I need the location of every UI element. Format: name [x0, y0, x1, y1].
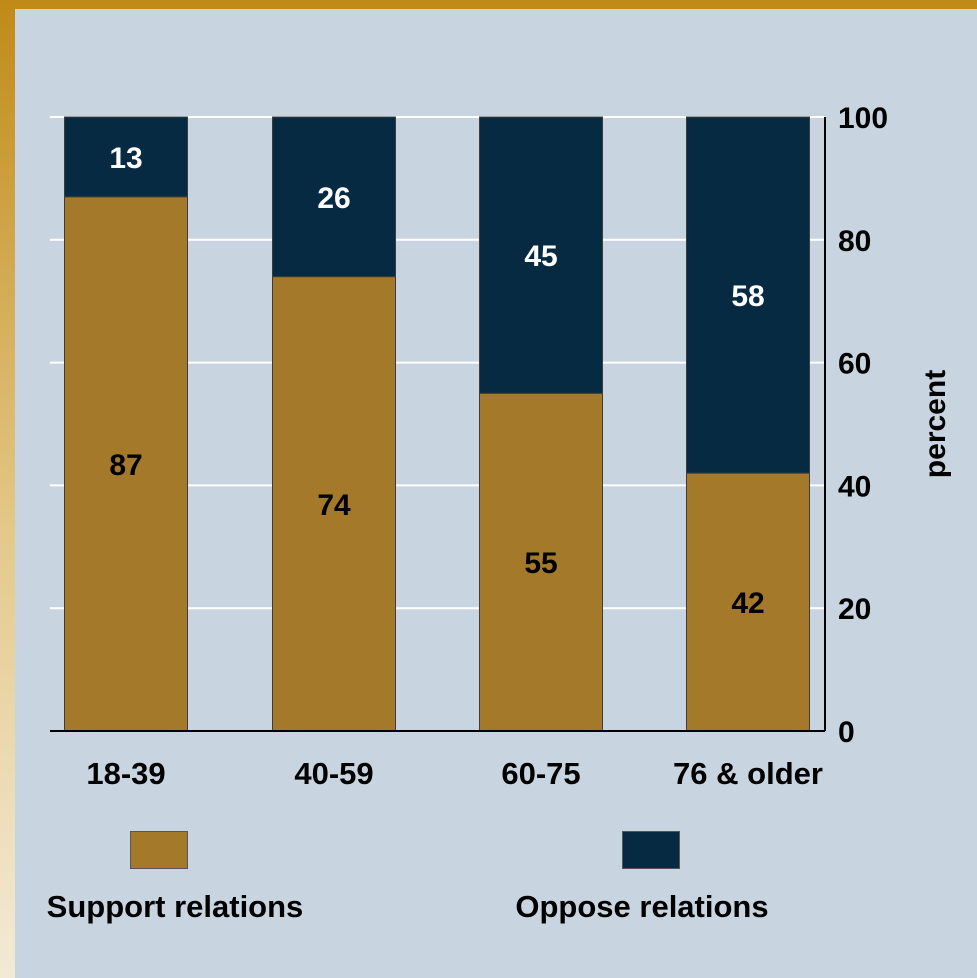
- legend-swatch-oppose: [622, 831, 680, 869]
- data-label: 58: [731, 280, 764, 313]
- legend-item-support: Support relations: [15, 820, 335, 930]
- legend-item-oppose: Oppose relations: [482, 820, 802, 930]
- bar-oppose: [479, 116, 603, 394]
- legend-label-oppose: Oppose relations: [515, 889, 769, 924]
- y-tick-label: 20: [838, 593, 871, 626]
- data-label: 26: [317, 182, 350, 215]
- x-tick-label: 76 & older: [673, 756, 823, 791]
- chart-panel: 87 13 74 26 55 45 42 58 0 20 40 60 80 100 18-39 40-59 6…: [15, 9, 977, 978]
- data-label: 87: [109, 449, 142, 482]
- legend: Support relations Oppose relations: [15, 820, 977, 940]
- data-label: 45: [524, 240, 557, 273]
- data-labels: 87 13 74 26 55 45 42 58: [109, 142, 764, 620]
- bar-support: [272, 276, 396, 732]
- x-tick-label: 40-59: [294, 756, 373, 791]
- bar-oppose: [272, 116, 396, 278]
- data-label: 55: [524, 547, 557, 580]
- legend-label-support: Support relations: [46, 889, 304, 924]
- data-label: 42: [731, 587, 764, 620]
- bar-oppose: [64, 116, 188, 198]
- bars: [64, 116, 810, 732]
- stacked-bar-chart: 87 13 74 26 55 45 42 58 0 20 40 60 80 100 18-39 40-59 6…: [50, 102, 952, 791]
- bar-support: [479, 392, 603, 732]
- y-tick-label: 40: [838, 470, 871, 503]
- y-tick-label: 0: [838, 716, 855, 749]
- y-axis-title: percent: [919, 370, 952, 478]
- axes: 0 20 40 60 80 100 18-39 40-59 60-75 76 & older per…: [50, 102, 952, 791]
- data-label: 74: [317, 489, 351, 522]
- bar-support: [64, 196, 188, 732]
- x-tick-label: 18-39: [86, 756, 165, 791]
- y-tick-label: 60: [838, 348, 871, 381]
- bar-support: [686, 472, 810, 732]
- data-label: 13: [109, 142, 142, 175]
- bar-oppose: [686, 116, 810, 474]
- y-tick-label: 100: [838, 102, 888, 135]
- y-tick-label: 80: [838, 225, 871, 258]
- x-tick-label: 60-75: [501, 756, 580, 791]
- legend-swatch-support: [130, 831, 188, 869]
